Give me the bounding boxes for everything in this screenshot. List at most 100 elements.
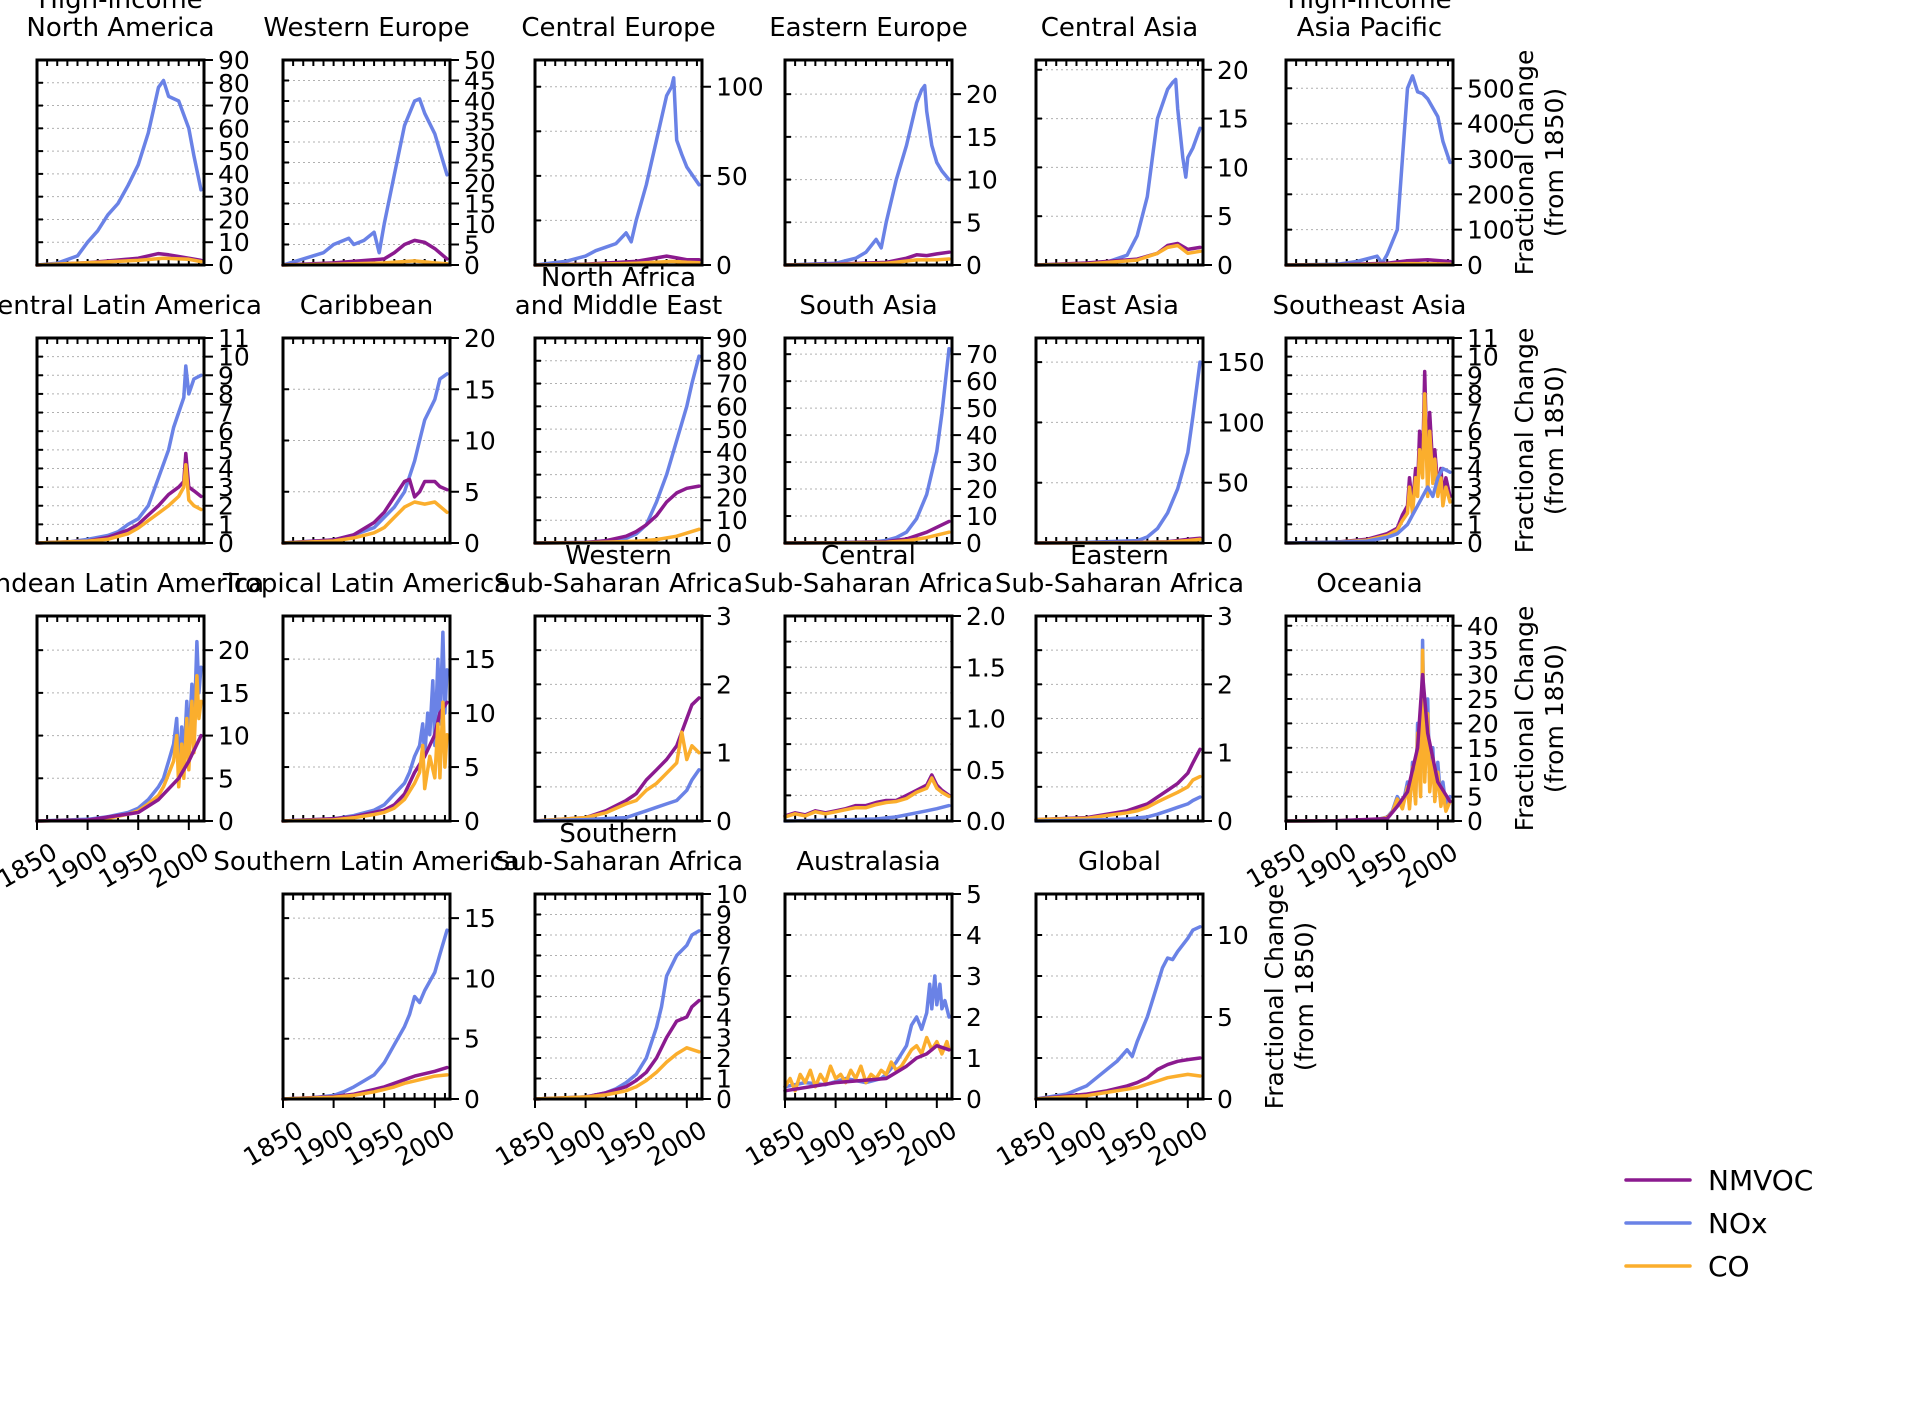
y-tick-label: 2.0: [966, 602, 1006, 631]
panel-0: High-income North America 0102030405060708…: [26, 0, 249, 280]
panel-title-line: Sub-Saharan Africa: [744, 569, 993, 599]
y-tick-label: 6: [218, 417, 234, 446]
y-tick-label: 11: [1467, 324, 1499, 353]
panel-frame: [533, 614, 704, 823]
series-nox: [281, 630, 449, 823]
series-nox: [783, 83, 951, 267]
series-nox: [1034, 360, 1202, 545]
y-tick-label: 0: [218, 251, 234, 280]
y-axis-label-line: (from 1850): [1540, 88, 1569, 237]
panel-frame: [35, 614, 206, 823]
panel-title-line: Sub-Saharan Africa: [995, 569, 1244, 599]
series-nox: [281, 97, 449, 267]
panel-title: Central Sub-Saharan Africa: [744, 541, 993, 599]
panel-title: Oceania: [1316, 569, 1422, 599]
y-tick-label: 5: [464, 231, 480, 260]
panel-frame: [1034, 336, 1205, 545]
panel-title-line: Australasia: [796, 847, 941, 877]
panel-frame: [1284, 58, 1455, 267]
y-tick-label: 10: [218, 722, 250, 751]
series-nox: [1034, 925, 1202, 1101]
y-tick-label: 60: [716, 392, 748, 421]
y-axis-label-line: (from 1850): [1540, 644, 1569, 793]
y-tick-label: 20: [966, 80, 998, 109]
y-tick-label: 5: [464, 478, 480, 507]
y-tick-label: 2: [218, 492, 234, 521]
panel-frame: [783, 892, 954, 1101]
y-tick-label: 1: [1217, 739, 1233, 768]
x-tick-label: 2000: [892, 1115, 962, 1172]
y-tick-label: 4: [716, 1003, 732, 1032]
y-axis-label-line: Fractional Change: [1260, 884, 1289, 1110]
panel-title-line: Western: [565, 541, 672, 571]
y-tick-label: 50: [966, 394, 998, 423]
panel-title-line: South Asia: [799, 291, 937, 321]
panel-frame: [1284, 336, 1455, 545]
x-tick-label: 2000: [144, 837, 214, 894]
panel-title: East Asia: [1060, 291, 1179, 321]
y-tick-label: 25: [1467, 685, 1499, 714]
y-tick-label: 0: [218, 807, 234, 836]
y-tick-label: 2: [716, 1044, 732, 1073]
y-tick-label: 0: [966, 529, 982, 558]
y-tick-label: 11: [218, 324, 250, 353]
y-tick-label: 10: [1467, 343, 1499, 372]
legend-label-nox: NOx: [1708, 1207, 1768, 1240]
y-tick-label: 5: [218, 764, 234, 793]
y-tick-label: 30: [218, 183, 250, 212]
panel-frame: [281, 614, 452, 823]
panel-title: Tropical Latin America: [222, 569, 510, 599]
y-axis-label-line: Fractional Change: [1510, 50, 1539, 276]
y-tick-label: 3: [218, 473, 234, 502]
y-tick-label: 10: [966, 502, 998, 531]
y-tick-label: 15: [464, 904, 496, 933]
y-tick-label: 40: [1467, 612, 1499, 641]
y-tick-label: 100: [1217, 408, 1265, 437]
panel-title: Southern Latin America: [213, 847, 519, 877]
y-tick-label: 15: [464, 190, 496, 219]
panel-title-line: Eastern: [1070, 541, 1169, 571]
panel-title: Eastern Sub-Saharan Africa: [995, 541, 1244, 599]
y-tick-label: 30: [716, 461, 748, 490]
y-tick-label: 10: [716, 506, 748, 535]
y-tick-label: 0: [716, 1085, 732, 1114]
y-tick-label: 0: [218, 529, 234, 558]
panel-title-line: Caribbean: [300, 291, 433, 321]
y-tick-label: 4: [1467, 454, 1483, 483]
panel-18: Southern Latin America051015185019001950…: [213, 847, 519, 1172]
panel-title-line: East Asia: [1060, 291, 1179, 321]
y-axis-label-line: Fractional Change: [1510, 606, 1539, 832]
panel-title-line: High-income: [38, 0, 202, 15]
panel-frame: [1034, 892, 1205, 1101]
y-tick-label: 100: [716, 73, 764, 102]
y-tick-label: 1.0: [966, 705, 1006, 734]
y-tick-label: 9: [218, 361, 234, 390]
legend-label-co: CO: [1708, 1250, 1750, 1283]
series-nox: [533, 76, 701, 267]
panel-title: North Africa and Middle East: [515, 263, 722, 321]
y-tick-label: 1: [218, 510, 234, 539]
x-tick-label: 2000: [390, 1115, 460, 1172]
panel-12: Andean Latin America05101520185019001950…: [0, 569, 264, 894]
y-tick-label: 2: [966, 1003, 982, 1032]
y-tick-label: 6: [716, 962, 732, 991]
panel-title-line: Central Europe: [521, 13, 715, 43]
series-co: [35, 674, 203, 823]
panel-title-line: Western Europe: [263, 13, 469, 43]
y-tick-label: 50: [464, 46, 496, 75]
panel-title-line: Global: [1078, 847, 1161, 877]
y-tick-label: 30: [966, 448, 998, 477]
y-tick-label: 10: [218, 343, 250, 372]
y-axis-label-line: (from 1850): [1540, 366, 1569, 515]
y-tick-label: 0: [716, 807, 732, 836]
y-tick-label: 20: [716, 483, 748, 512]
panel-title-line: and Middle East: [515, 291, 722, 321]
y-tick-label: 2: [716, 670, 732, 699]
y-tick-label: 20: [218, 205, 250, 234]
panel-title: Eastern Europe: [769, 13, 968, 43]
series-co: [35, 256, 203, 267]
y-tick-label: 0: [1217, 251, 1233, 280]
